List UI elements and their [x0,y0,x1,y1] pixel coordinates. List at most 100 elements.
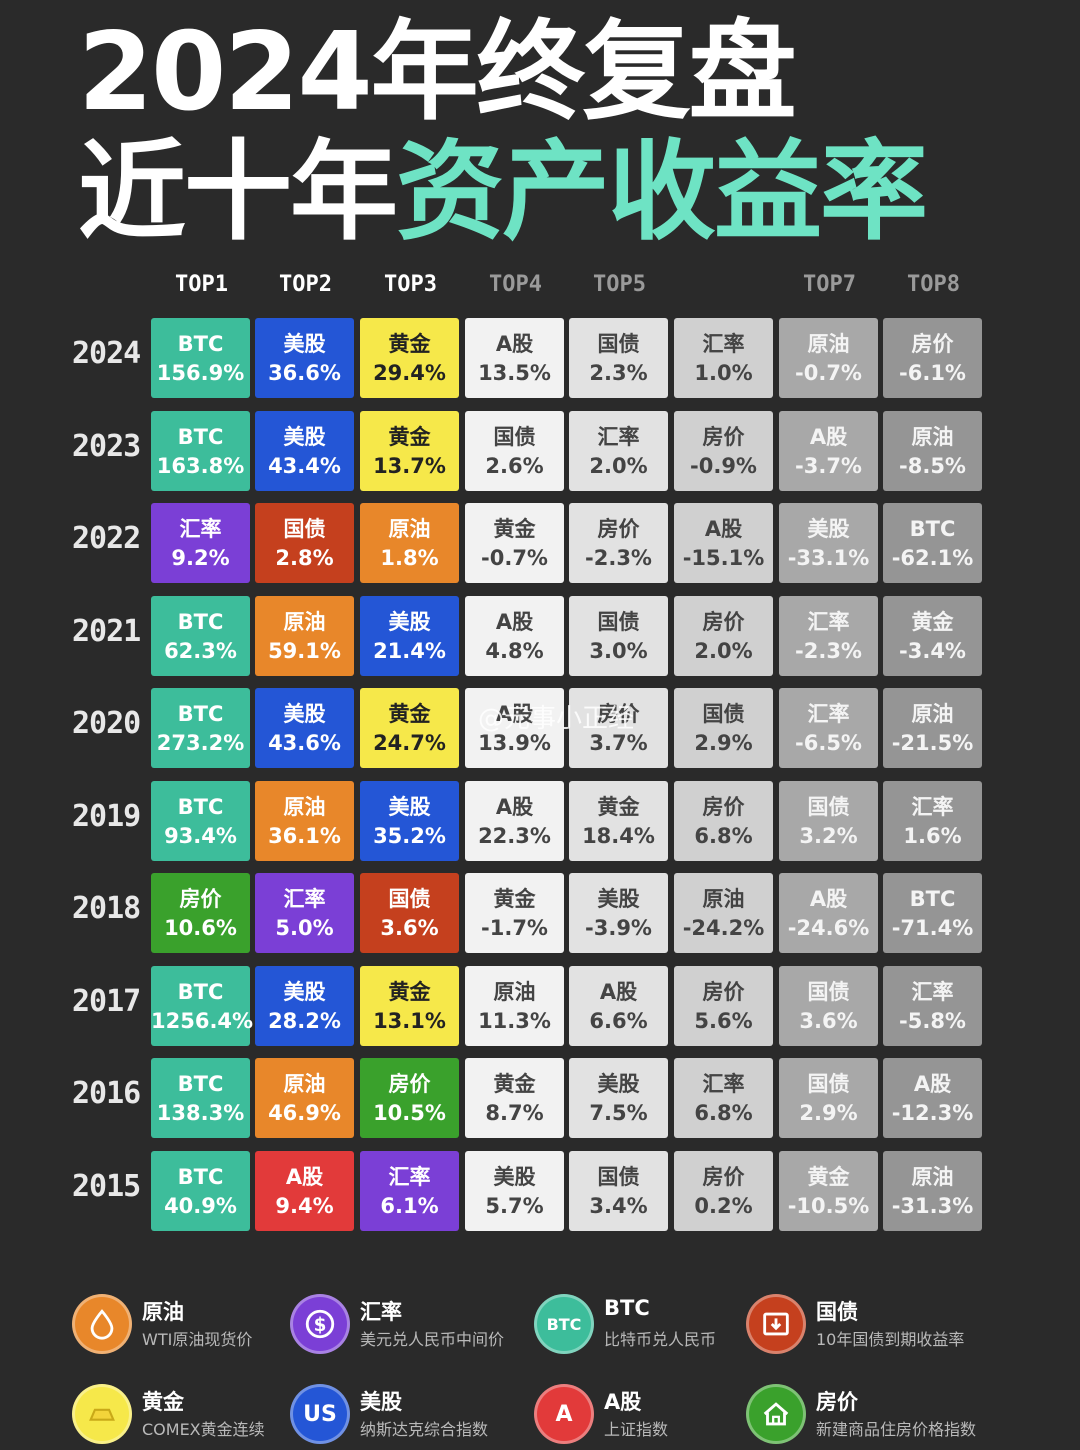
asset-name: BTC [177,702,224,726]
asset-return: 36.1% [268,823,341,848]
asset-return: -0.9% [690,453,757,478]
asset-cell: 美股 5.7% [465,1150,564,1231]
asset-cell: 原油 -21.5% [883,688,982,768]
year-row-2016: 2016 BTC 138.3% 原油 46.9% 房价 10.5% 黄金 8.7% 美股 7.5% 汇… [0,1058,1080,1140]
asset-cell: 房价 6.8% [674,780,773,861]
asset-cell: 美股 36.6% [255,318,354,398]
asset-cell: BTC 62.3% [151,595,250,676]
asset-name: 汇率 [807,702,850,726]
asset-cell: 黄金 29.4% [360,318,459,398]
asset-return: -21.5% [891,731,974,755]
asset-return: -2.3% [585,546,652,570]
asset-name: BTC [909,517,956,541]
asset-return: 21.4% [373,638,446,663]
asset-cell: 国债 2.9% [674,688,773,768]
asset-name: 国债 [388,887,431,911]
asset-name: BTC [177,979,224,1004]
asset-return: -10.5% [787,1193,870,1218]
asset-cell: 原油 -31.3% [883,1150,982,1231]
asset-cell: 原油 46.9% [255,1058,354,1138]
us-stock-icon: US [290,1384,350,1444]
gold-ingot-icon [72,1384,132,1444]
asset-name: 黄金 [388,979,431,1004]
legend-name: BTC [604,1296,650,1320]
asset-cell: 汇率 2.0% [569,410,668,491]
asset-cell: BTC 1256.4% [151,965,253,1046]
asset-return: -1.7% [481,916,548,940]
asset-return: 10.6% [164,916,237,940]
asset-return: 13.7% [373,453,446,478]
rank-header-2: TOP2 [279,272,332,297]
asset-return: 93.4% [164,823,237,848]
year-label: 2022 [72,521,141,556]
page-title-line2: 近十年资产收益率 [78,134,928,252]
asset-cell: BTC -62.1% [883,503,982,583]
asset-return: -8.5% [899,453,966,478]
asset-return: 2.6% [485,453,544,478]
asset-return: -5.8% [899,1008,966,1033]
asset-name: 汇率 [807,609,850,634]
asset-name: 房价 [702,979,745,1004]
asset-name: A股 [913,1072,952,1096]
asset-name: 黄金 [807,1164,850,1189]
year-label: 2018 [72,891,141,926]
asset-cell: BTC 163.8% [151,410,250,491]
asset-return: 28.2% [268,1008,341,1033]
svg-text:$: $ [314,1315,327,1336]
asset-return: 4.8% [485,638,544,663]
asset-return: 13.5% [478,361,551,385]
asset-cell: BTC 273.2% [151,688,250,768]
asset-return: -31.3% [891,1193,974,1218]
asset-cell: 国债 2.9% [779,1058,878,1138]
asset-name: 原油 [283,794,326,819]
asset-return: 5.6% [694,1008,753,1033]
asset-return: 22.3% [478,823,551,848]
asset-cell: A股 4.8% [465,595,564,676]
rank-header-3: TOP3 [384,272,437,297]
asset-name: 黄金 [388,424,431,449]
asset-name: 汇率 [388,1164,431,1189]
asset-return: 46.9% [268,1101,341,1125]
asset-cell: 汇率 9.2% [151,503,250,583]
rank-header-5: TOP5 [593,272,646,297]
a-share-icon: A [534,1384,594,1444]
asset-name: 黄金 [388,702,431,726]
asset-cell: 汇率 5.0% [255,873,354,953]
asset-name: A股 [809,887,848,911]
asset-return: 273.2% [156,731,245,755]
legend-desc: 比特币兑人民币 [604,1330,717,1349]
asset-name: 国债 [597,1164,640,1189]
asset-name: A股 [495,702,534,726]
asset-cell: 房价 10.5% [360,1058,459,1138]
asset-cell: 美股 -33.1% [779,503,878,583]
asset-name: 原油 [807,332,850,356]
year-row-2024: 2024 BTC 156.9% 美股 36.6% 黄金 29.4% A股 13.5% 国债 2.3%… [0,318,1080,400]
asset-name: 国债 [807,1072,850,1096]
year-row-2019: 2019 BTC 93.4% 原油 36.1% 美股 35.2% A股 22.3% 黄金 18.4%… [0,780,1080,863]
asset-return: 10.5% [373,1101,446,1125]
asset-return: 24.7% [373,731,446,755]
asset-name: 美股 [388,794,431,819]
icon-text: A [555,1401,573,1427]
legend-item: 房价 新建商品住房价格指数 [746,1380,996,1450]
year-row-2021: 2021 BTC 62.3% 原油 59.1% 美股 21.4% A股 4.8% 国债 3.0% 房价… [0,595,1080,678]
asset-name: 美股 [283,702,326,726]
asset-return: 11.3% [478,1008,551,1033]
asset-return: 3.6% [799,1008,858,1033]
asset-name: 房价 [911,332,954,356]
asset-name: 国债 [283,517,326,541]
asset-return: 36.6% [268,361,341,385]
asset-cell: 美股 -3.9% [569,873,668,953]
asset-return: 6.1% [380,1193,439,1218]
rank-header-1: TOP1 [175,272,228,297]
page-title-line1: 2024年终复盘 [78,10,797,135]
legend-desc: COMEX黄金连续 [142,1420,265,1439]
year-row-2018: 2018 房价 10.6% 汇率 5.0% 国债 3.6% 黄金 -1.7% 美股 -3.9% 原油 -… [0,873,1080,955]
asset-cell: A股 -12.3% [883,1058,982,1138]
asset-cell: BTC 93.4% [151,780,250,861]
asset-cell: 国债 3.4% [569,1150,668,1231]
legend-name: A股 [604,1390,642,1414]
asset-cell: 黄金 24.7% [360,688,459,768]
asset-name: 美股 [283,424,326,449]
year-label: 2023 [72,428,141,464]
